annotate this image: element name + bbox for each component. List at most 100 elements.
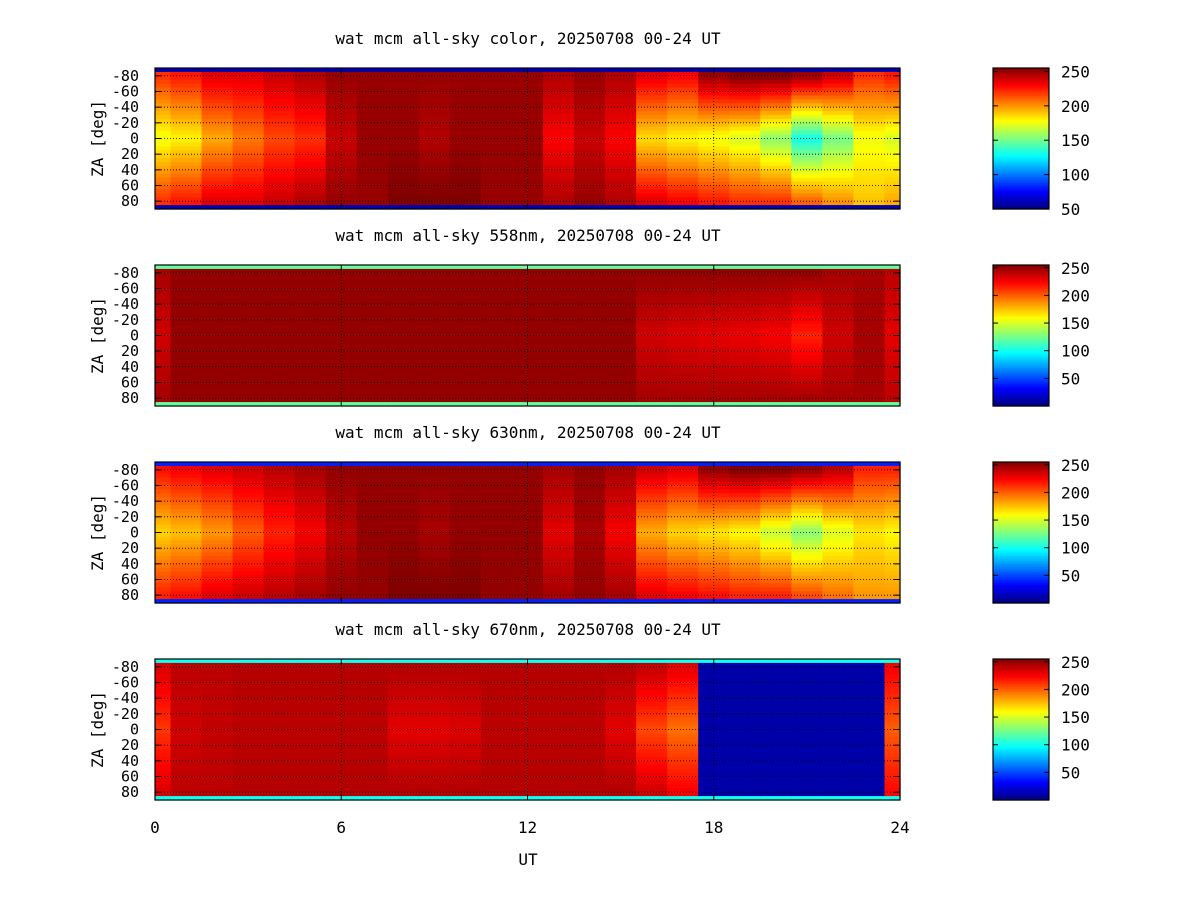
heatmap-cell xyxy=(449,276,482,282)
heatmap-cell xyxy=(667,485,699,491)
heatmap-cell xyxy=(791,749,823,754)
colorbar-segment xyxy=(993,158,1049,162)
heatmap-cell xyxy=(605,749,637,754)
heatmap-cell xyxy=(884,776,901,782)
colorbar-segment xyxy=(993,377,1049,381)
heatmap-cell xyxy=(201,366,234,372)
heatmap-cell xyxy=(449,130,482,136)
heatmap-cell xyxy=(698,327,730,333)
heatmap-cell xyxy=(155,177,172,183)
heatmap-cell xyxy=(356,382,389,388)
heatmap-cell xyxy=(263,756,296,762)
heatmap-cell xyxy=(574,79,606,85)
heatmap-cell xyxy=(418,772,451,778)
heatmap-cell xyxy=(667,154,699,159)
heatmap-cell xyxy=(574,327,606,333)
heatmap-cell xyxy=(155,189,172,194)
heatmap-cell xyxy=(636,150,668,155)
heatmap-cell xyxy=(356,359,389,364)
heatmap-cell xyxy=(356,134,389,140)
heatmap-cell xyxy=(263,788,296,793)
heatmap-cell xyxy=(201,185,234,191)
heatmap-cell xyxy=(636,485,668,491)
heatmap-cell xyxy=(263,556,296,561)
heatmap-cell xyxy=(605,662,637,668)
heatmap-cell xyxy=(760,552,792,557)
heatmap-cell xyxy=(822,717,855,723)
heatmap-cell xyxy=(294,173,327,179)
heatmap-cell xyxy=(201,351,234,356)
heatmap-cell xyxy=(170,473,203,479)
heatmap-cell xyxy=(201,497,234,502)
heatmap-cell xyxy=(170,71,203,77)
colorbar-segment xyxy=(993,719,1049,723)
heatmap-cell xyxy=(884,788,901,793)
heatmap-cell xyxy=(822,304,855,309)
heatmap-cell xyxy=(155,599,172,604)
heatmap-cell xyxy=(449,370,482,376)
colorbar-segment xyxy=(993,689,1049,692)
y-tick-label: -80 xyxy=(112,67,139,85)
heatmap-cell xyxy=(791,532,823,538)
heatmap-cell xyxy=(729,725,761,731)
heatmap-cell xyxy=(449,122,482,128)
heatmap-cell xyxy=(356,402,389,407)
colorbar-segment xyxy=(993,355,1049,359)
heatmap-cell xyxy=(636,717,668,723)
heatmap-cell xyxy=(449,544,482,549)
heatmap-cell xyxy=(387,713,420,719)
heatmap-cell xyxy=(853,702,886,707)
heatmap-cell xyxy=(418,284,451,290)
heatmap-cell xyxy=(543,339,575,344)
heatmap-cell xyxy=(480,296,513,301)
heatmap-cell xyxy=(791,784,823,789)
heatmap-cell xyxy=(511,390,544,395)
heatmap-cell xyxy=(449,764,482,770)
heatmap-cell xyxy=(263,780,296,785)
heatmap-cell xyxy=(791,477,823,483)
heatmap-cell xyxy=(170,462,203,467)
heatmap-cell xyxy=(201,462,234,467)
heatmap-cell xyxy=(667,772,699,778)
heatmap-cell xyxy=(667,146,699,151)
heatmap-cell xyxy=(155,524,172,530)
heatmap-cell xyxy=(480,134,513,140)
heatmap-cell xyxy=(884,181,901,187)
heatmap-cell xyxy=(201,331,234,337)
heatmap-cell xyxy=(418,323,451,329)
heatmap-cell xyxy=(263,764,296,770)
heatmap-cell xyxy=(636,107,668,112)
heatmap-cell xyxy=(387,706,420,711)
heatmap-cell xyxy=(760,760,792,766)
heatmap-cell xyxy=(853,134,886,140)
heatmap-cell xyxy=(791,111,823,116)
heatmap-cell xyxy=(418,756,451,762)
heatmap-cell xyxy=(480,493,513,498)
colorbar-segment xyxy=(993,717,1049,721)
heatmap-cell xyxy=(543,497,575,502)
heatmap-cell xyxy=(605,347,637,352)
heatmap-cell xyxy=(480,599,513,604)
heatmap-cell xyxy=(543,402,575,407)
heatmap-cell xyxy=(170,753,203,758)
heatmap-cell xyxy=(729,79,761,85)
heatmap-cell xyxy=(511,485,544,491)
heatmap-cell xyxy=(729,717,761,723)
heatmap-cell xyxy=(418,382,451,388)
heatmap-cell xyxy=(605,741,637,746)
heatmap-cell xyxy=(853,559,886,565)
heatmap-cell xyxy=(511,670,544,676)
heatmap-cell xyxy=(170,111,203,116)
heatmap-cell xyxy=(760,764,792,770)
colorbar-segment xyxy=(993,490,1049,493)
heatmap-cell xyxy=(884,717,901,723)
colorbar-segment xyxy=(993,92,1049,95)
heatmap-cell xyxy=(760,721,792,727)
heatmap-cell xyxy=(667,559,699,565)
heatmap-cell xyxy=(791,319,823,325)
heatmap-cell xyxy=(294,493,327,498)
heatmap-cell xyxy=(294,359,327,364)
heatmap-cell xyxy=(325,272,358,278)
heatmap-cell xyxy=(418,185,451,191)
heatmap-cell xyxy=(574,520,606,526)
